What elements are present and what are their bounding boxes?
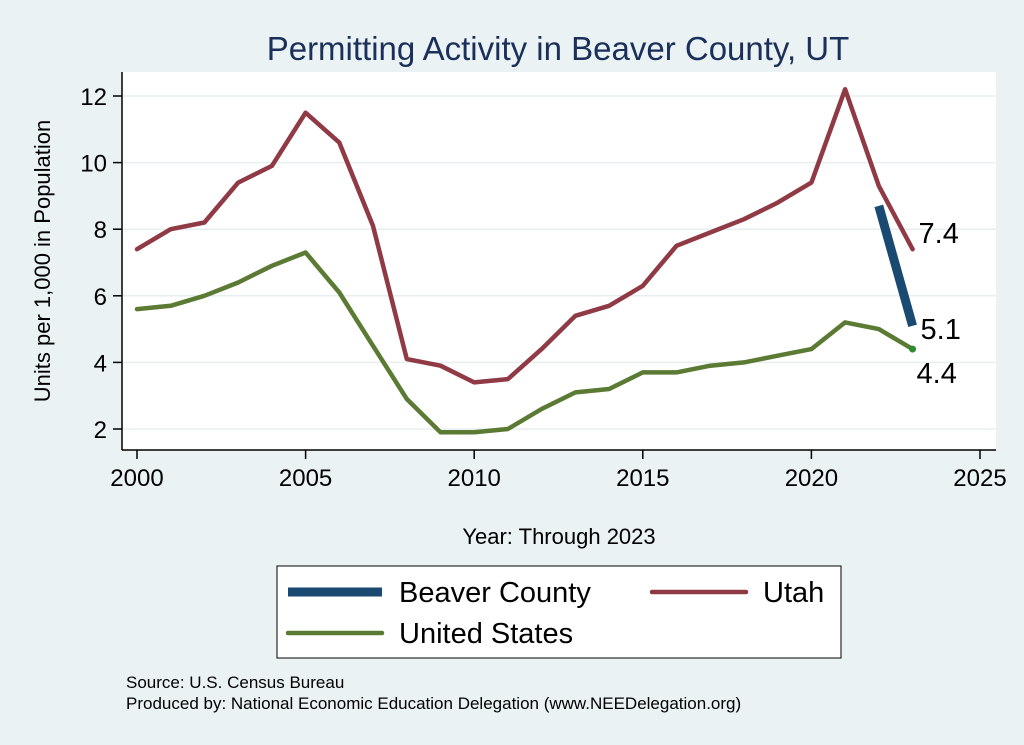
y-tick-label: 6: [94, 284, 107, 311]
y-tick-label: 4: [94, 350, 107, 377]
y-tick-label: 2: [94, 417, 107, 444]
y-tick-label: 8: [94, 217, 107, 244]
end-label-united-states: 4.4: [917, 358, 957, 390]
y-tick-label: 12: [80, 84, 107, 111]
x-tick-label: 2010: [448, 465, 501, 492]
legend: Beaver County Utah United States: [276, 565, 842, 659]
series-line-beaver-county: [874, 204, 917, 328]
series-line-united-states: [134, 250, 915, 435]
x-tick-label: 2000: [110, 465, 163, 492]
source-note: Source: U.S. Census Bureau: [126, 673, 344, 692]
legend-label-beaver-county: Beaver County: [399, 577, 591, 609]
producer-note: Produced by: National Economic Education…: [126, 694, 741, 713]
chart-title: Permitting Activity in Beaver County, UT: [267, 30, 850, 67]
y-axis-label: Units per 1,000 in Population: [30, 120, 55, 403]
us-end-point: [909, 345, 917, 353]
end-label-utah: 7.4: [919, 218, 959, 250]
x-tick-label: 2025: [953, 465, 1006, 492]
gridlines: [122, 95, 996, 430]
legend-box: [276, 565, 842, 659]
legend-label-united-states: United States: [399, 618, 573, 650]
legend-label-utah: Utah: [763, 577, 824, 609]
y-tick-label: 10: [80, 151, 107, 178]
series-line-utah: [134, 87, 915, 385]
series-layer: [134, 87, 917, 435]
x-tick-label: 2020: [785, 465, 838, 492]
x-tick-label: 2015: [616, 465, 669, 492]
plot-area: [122, 72, 996, 450]
x-axis-label: Year: Through 2023: [462, 524, 655, 549]
end-labels: 5.1 7.4 4.4: [917, 218, 961, 390]
axes: 2 4 6 8 10 12 2000 2005 2010 2015 2020 2025: [80, 72, 1007, 492]
end-label-beaver-county: 5.1: [921, 314, 961, 346]
x-tick-label: 2005: [279, 465, 332, 492]
